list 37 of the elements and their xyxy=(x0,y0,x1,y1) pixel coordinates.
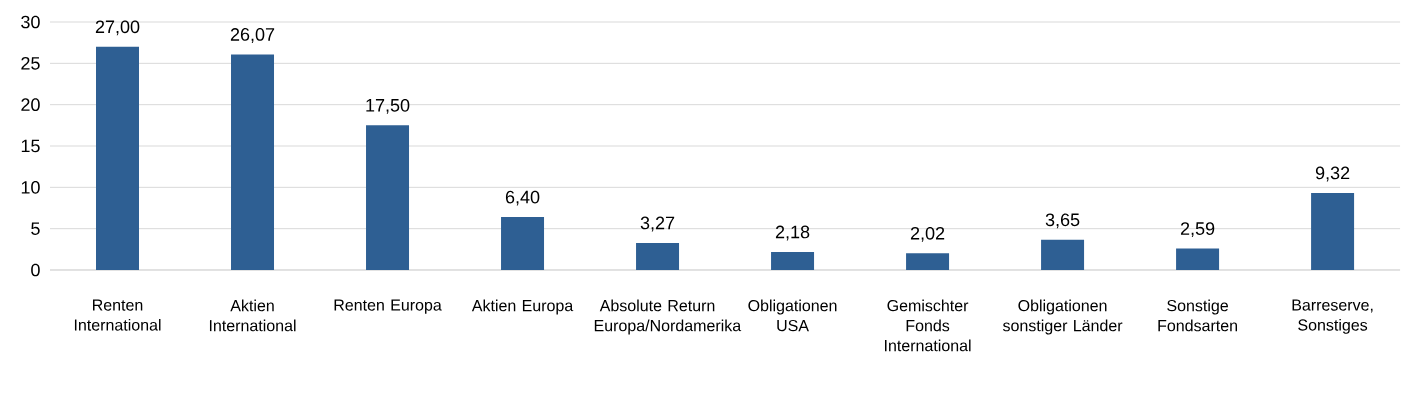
data-label: 2,02 xyxy=(910,226,945,242)
bar xyxy=(501,217,545,270)
data-label: 2,59 xyxy=(1180,222,1215,238)
bar xyxy=(906,253,950,270)
bar xyxy=(1041,239,1085,270)
data-label: 27,00 xyxy=(95,20,140,36)
y-tick-label: 10 xyxy=(21,180,40,194)
y-tick-label: 25 xyxy=(21,56,40,70)
y-tick-label: 5 xyxy=(31,222,40,235)
data-label: 17,50 xyxy=(366,98,410,114)
x-tick-label: Renten International xyxy=(74,299,161,331)
data-label: 2,18 xyxy=(775,225,810,241)
bar xyxy=(771,251,815,270)
bar xyxy=(231,54,275,270)
x-tick-label: Aktien International xyxy=(209,299,296,332)
x-tick-label: Absolute Return Europa/Nordamerika xyxy=(594,299,742,335)
y-tick-label: 15 xyxy=(21,139,40,153)
bar xyxy=(636,242,680,270)
data-label: 3,27 xyxy=(640,216,675,232)
bar xyxy=(366,125,410,270)
x-tick-label: Obligationen USA xyxy=(748,299,837,332)
x-tick-label: Obligationen sonstiger Länder xyxy=(1002,299,1123,335)
data-label: 26,07 xyxy=(230,28,275,43)
x-tick-label: Renten Europa xyxy=(334,299,442,314)
bar xyxy=(1311,192,1355,270)
x-tick-label: Barreserve, Sonstiges xyxy=(1292,299,1373,334)
y-tick-label: 0 xyxy=(31,263,40,277)
bar xyxy=(96,46,139,270)
y-tick-label: 30 xyxy=(21,15,40,29)
x-tick-label: Sonstige Fondsarten xyxy=(1158,299,1237,332)
data-label: 3,65 xyxy=(1045,213,1080,229)
x-tick-label: Aktien Europa xyxy=(471,299,574,315)
y-tick-label: 20 xyxy=(21,98,40,112)
data-label: 6,40 xyxy=(505,190,540,206)
bar xyxy=(1176,248,1220,270)
data-label: 9,32 xyxy=(1315,166,1350,182)
x-tick-label: Gemischter Fonds International xyxy=(885,299,971,352)
